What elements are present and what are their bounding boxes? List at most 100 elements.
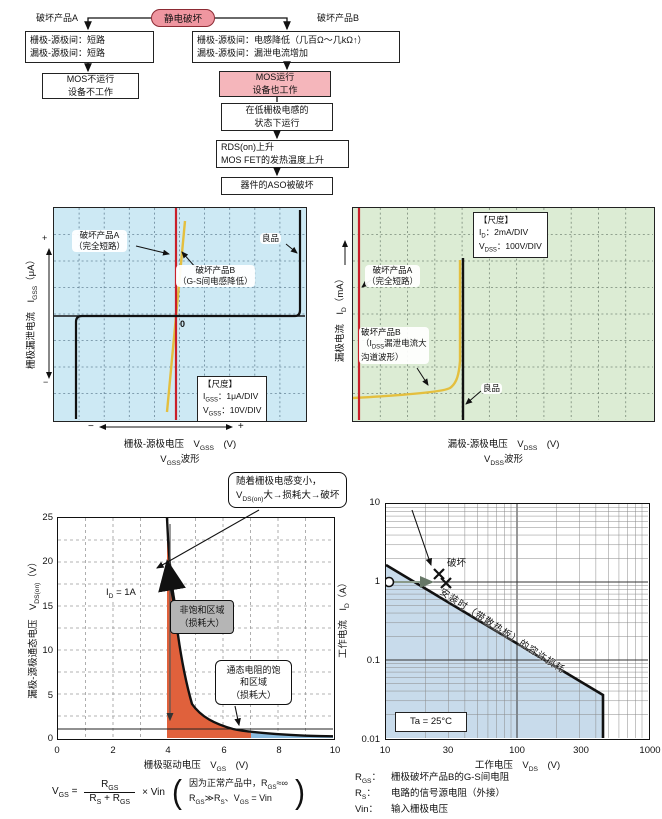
box-a1-line1: 栅极-源极间：短路 — [30, 34, 105, 45]
dss-scale-legend: 【尺度】 ID：2mA/DIV VDSS：100V/DIV — [473, 212, 548, 258]
flowchart-root-node: 静电破坏 — [151, 9, 215, 27]
dss-label-b-line2: （IDSS漏泄电流大 — [361, 338, 427, 351]
dss-label-damaged-b: 破坏产品B （IDSS漏泄电流大 沟道波形） — [359, 327, 429, 364]
def-term-rs: RS： — [355, 788, 376, 802]
vgs-x-axis-label: 栅极驱动电压 VGS (V) — [143, 760, 249, 773]
dss-waveform-label: VDSS波形 — [483, 454, 523, 467]
box-a1-line2: 漏极-源极间：短路 — [30, 48, 105, 58]
dss-label-a-line2: （完全短路） — [367, 276, 419, 287]
dss-chart-plot: 破坏产品A （完全短路） 破坏产品B （IDSS漏泄电流大 沟道波形） 良品 【… — [352, 207, 655, 422]
destruction-x-mark-1 — [433, 568, 445, 580]
box-b5-line1: 器件的ASO被破坏 — [240, 180, 314, 191]
def-row-vin: Vin： 输入栅极电压 — [355, 803, 509, 818]
vgs-formula: VGS = RGS RS + RGS × Vin ( 因为正常产品中，RGS≈∞… — [52, 773, 305, 811]
formula-note2: RGS≫RS、VGS = Vin — [188, 793, 272, 807]
box-b2-line1: MOS运行 — [255, 71, 295, 82]
dss-x-axis-label: 漏极-源极电压 VDSS (V) — [447, 439, 560, 452]
def-desc-rgs: 栅极破坏产品B的G-S间电阻 — [391, 772, 510, 783]
inductance-callout: 随着栅极电感变小， VDS(on)大→损耗大→破坏 — [228, 472, 348, 509]
box-b3-line1: 在低栅极电感的 — [245, 104, 309, 115]
vgs-sat-line1: 通态电阻的饱 — [226, 664, 281, 675]
box-b1-line2: 漏极-源极间：漏泄电流增加 — [197, 48, 308, 58]
flowchart-box-a1: 栅极-源极间：短路 漏极-源极间：短路 — [25, 31, 154, 63]
gss-chart-plot: 破坏产品A （完全短路） 破坏产品B （G-S间电感降低） 良品 0 【尺度】 … — [53, 207, 307, 422]
aso-xtick-10: 10 — [379, 745, 391, 756]
formula-paren-open: ( — [171, 773, 182, 811]
gss-scale-legend: 【尺度】 IGSS：1μA/DIV VGSS：10V/DIV — [197, 376, 268, 422]
flowchart-box-b3: 在低栅极电感的 状态下运行 — [221, 103, 333, 131]
flowchart-box-b1: 栅极-源极间：电感降低（几百Ω～几kΩ↑） 漏极-源极间：漏泄电流增加 — [192, 31, 400, 63]
gss-label-b-line1: 破坏产品B — [195, 265, 236, 275]
vgs-xtick-8: 8 — [276, 745, 282, 756]
gss-label-damaged-b: 破坏产品B （G-S间电感降低） — [176, 265, 255, 288]
aso-limit-line — [386, 563, 605, 738]
gss-y-minus: − — [43, 377, 49, 387]
box-b4-line1: RDS(on)上升 — [221, 141, 275, 152]
gss-scale-title: 【尺度】 — [203, 379, 238, 389]
gss-scale-line1: IGSS：1μA/DIV — [203, 390, 259, 404]
formula-paren-close: ) — [294, 773, 305, 811]
dss-label-damaged-a: 破坏产品A （完全短路） — [365, 265, 421, 288]
aso-ytick-0p01: 0.01 — [361, 734, 381, 745]
dss-scale-line1: ID：2mA/DIV — [479, 226, 529, 240]
vgs-ytick-0: 0 — [47, 733, 53, 744]
gss-label-a-line1: 破坏产品A — [79, 230, 120, 240]
vgs-id-label: ID = 1A — [104, 587, 138, 602]
def-desc-rs: 电路的信号源电阻（外接） — [391, 788, 506, 800]
vgs-xtick-10: 10 — [329, 745, 341, 756]
formula-notes: 因为正常产品中，RGS≈∞ RGS≫RS、VGS = Vin — [189, 777, 288, 807]
vgs-xtick-0: 0 — [54, 745, 60, 756]
flowchart-box-a2: MOS不运行 设备不工作 — [42, 73, 139, 99]
vgs-xtick-4: 4 — [165, 745, 171, 756]
gss-good-trace — [74, 210, 302, 419]
vgs-saturated-label: 通态电阻的饱 和区域 （损耗大） — [215, 660, 292, 705]
def-term-vin: Vin： — [355, 804, 379, 816]
vgs-unsaturated-label: 非饱和区域 （损耗大） — [170, 600, 234, 634]
gss-label-a-arrow — [135, 245, 170, 256]
gss-good-arrow — [285, 243, 298, 254]
gss-label-good: 良品 — [260, 233, 282, 245]
formula-fraction: RGS RS + RGS — [84, 779, 136, 806]
formula-note1: 因为正常产品中，RGS≈∞ — [188, 778, 288, 791]
def-row-rs: RS： 电路的信号源电阻（外接） — [355, 787, 509, 803]
gss-x-plus: + — [237, 421, 244, 432]
vgs-ytick-25: 25 — [42, 512, 53, 523]
callout-line2: VDS(on)大→损耗大→破坏 — [236, 490, 340, 504]
formula-times-vin: × Vin — [142, 786, 165, 798]
dss-scale-line2: VDSS：100V/DIV — [479, 240, 542, 254]
vgs-ytick-5: 5 — [47, 690, 53, 701]
flowchart-box-b4: RDS(on)上升 MOS FET的发热温度上升 — [216, 140, 349, 168]
vgs-ytick-15: 15 — [42, 601, 53, 612]
dss-label-a-line1: 破坏产品A — [372, 265, 413, 275]
vgs-xtick-2: 2 — [110, 745, 116, 756]
box-b1-line1: 栅极-源极间：电感降低（几百Ω～几kΩ↑） — [197, 34, 367, 45]
vgs-xtick-6: 6 — [221, 745, 227, 756]
aso-chart-canvas — [386, 504, 648, 738]
gss-x-double-arrow — [98, 423, 233, 430]
aso-grid — [386, 504, 648, 738]
aso-chart-plot — [385, 503, 650, 740]
def-desc-vin: 输入栅极电压 — [391, 804, 449, 816]
gss-waveform-label: VGSS波形 — [160, 454, 200, 467]
destruction-x-mark-2 — [440, 577, 452, 589]
dss-good-arrow — [465, 390, 482, 405]
flowchart-box-b2: MOS运行 设备也工作 — [219, 71, 331, 97]
aso-xtick-30: 30 — [442, 745, 454, 756]
gss-label-b-line2: （G-S间电感降低） — [178, 276, 253, 287]
aso-xtick-1000: 1000 — [639, 745, 661, 756]
branch-a-label: 破坏产品A — [36, 13, 79, 23]
aso-ta-label: Ta = 25°C — [409, 716, 453, 728]
gss-y-axis-label: 栅极漏泄电流 IGSS（μA） — [26, 255, 39, 369]
def-term-rgs: RGS： — [355, 772, 381, 785]
dss-y-axis-label: 漏极电流 ID（mA） — [335, 273, 348, 363]
formula-lhs: VGS = — [52, 785, 78, 799]
symbol-definitions: RGS： 栅极破坏产品B的G-S间电阻 RS： 电路的信号源电阻（外接） Vin… — [355, 771, 509, 818]
aso-ytick-0p1: 0.1 — [366, 655, 380, 666]
gss-label-a-line2: （完全短路） — [74, 241, 126, 252]
aso-x-axis-label: 工作电压 VDS (V) — [474, 760, 561, 773]
vgs-sat-line3: （损耗大） — [230, 689, 276, 700]
formula-denominator: RS + RGS — [89, 792, 131, 806]
dss-label-good: 良品 — [481, 383, 503, 395]
gss-zero-label: 0 — [180, 319, 186, 329]
